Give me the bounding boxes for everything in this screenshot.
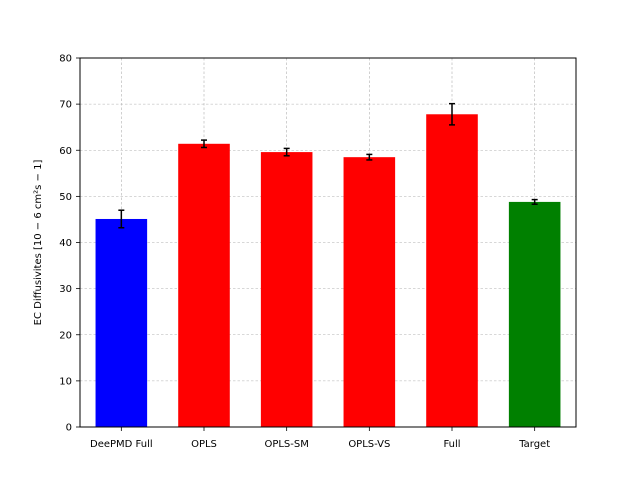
x-tick-label: OPLS-SM bbox=[264, 439, 308, 450]
x-tick-label: DeePMD Full bbox=[90, 439, 153, 450]
y-tick-label: 0 bbox=[66, 423, 72, 434]
y-tick-label: 60 bbox=[59, 146, 72, 157]
y-axis-label: EC Diffusivites [10 − 6 cm²s − 1] bbox=[33, 160, 44, 326]
bar-full bbox=[426, 114, 478, 428]
x-tick-label: Target bbox=[518, 439, 550, 450]
y-tick-label: 80 bbox=[59, 54, 72, 65]
bars bbox=[95, 114, 561, 428]
bar-opls-vs bbox=[343, 157, 396, 427]
x-tick-label: OPLS-VS bbox=[348, 439, 390, 450]
x-axis-ticks: DeePMD Full OPLS OPLS-SM OPLS-VS Full Target bbox=[90, 427, 550, 450]
y-tick-label: 40 bbox=[59, 238, 72, 249]
y-tick-label: 20 bbox=[59, 330, 72, 341]
bar-target bbox=[508, 201, 561, 427]
error-bars bbox=[118, 102, 538, 229]
y-axis-ticks: 0 10 20 30 40 50 60 70 80 bbox=[59, 54, 80, 434]
bar-opls bbox=[178, 143, 230, 428]
y-tick-label: 30 bbox=[59, 284, 72, 295]
x-tick-label: OPLS bbox=[191, 439, 217, 450]
y-tick-label: 50 bbox=[59, 192, 72, 203]
y-tick-label: 70 bbox=[59, 100, 72, 111]
x-tick-label: Full bbox=[443, 439, 460, 450]
bar-deepmd-full bbox=[95, 218, 148, 427]
y-tick-label: 10 bbox=[59, 376, 72, 387]
bar-opls-sm bbox=[260, 152, 313, 427]
